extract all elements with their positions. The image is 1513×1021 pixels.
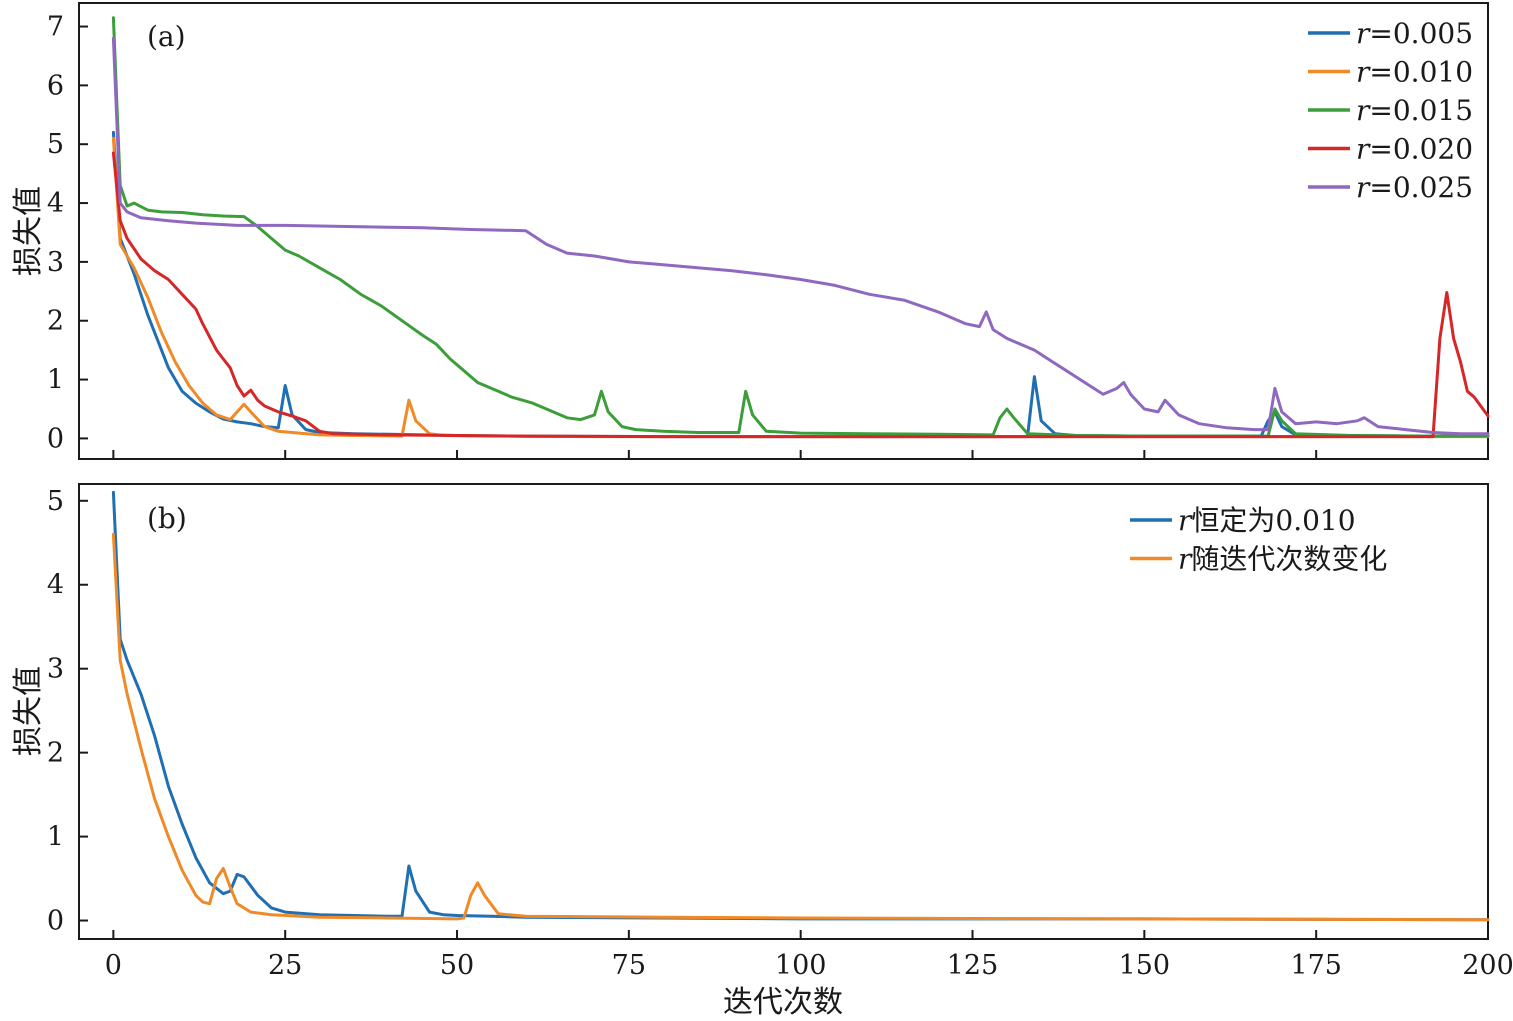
y-axis-title-b: 损失值 (11, 666, 46, 756)
plot-frame-a (78, 2, 1489, 460)
x-axis-title: 迭代次数 (723, 985, 843, 1020)
panel-label-a: (a) (147, 20, 186, 53)
x-tick-label-4: 100 (775, 950, 827, 981)
series-layer-b (111, 490, 1490, 922)
y-tick-label-b-2: 2 (47, 738, 64, 769)
y-tick-label-a-6: 6 (47, 70, 64, 101)
legend-label-rest: 恒定为0.010 (1191, 504, 1355, 537)
legend-label-italic: r (1356, 17, 1371, 50)
series-line-a-1 (111, 136, 1490, 439)
legend-entry-a-3: r=0.020 (1308, 133, 1473, 166)
x-tick-label-2: 50 (440, 950, 474, 981)
x-tick-label-7: 175 (1290, 950, 1342, 981)
plot-frame-b (78, 483, 1489, 940)
legend-label-a-3: r=0.020 (1356, 133, 1473, 166)
legend-entry-a-1: r=0.010 (1308, 56, 1473, 89)
y-tick-label-a-3: 3 (47, 247, 64, 278)
x-tick-label-6: 150 (1119, 950, 1171, 981)
y-tick-label-a-5: 5 (47, 129, 64, 160)
x-tick-label-1: 25 (268, 950, 302, 981)
series-line-a-0 (111, 130, 1490, 439)
legend-label-italic: r (1178, 504, 1193, 537)
legend-label-rest: 随迭代次数变化 (1191, 543, 1387, 576)
legend-label-rest: =0.005 (1369, 17, 1473, 50)
y-tick-label-a-0: 0 (47, 423, 64, 454)
panel-label-b: (b) (147, 502, 187, 535)
x-tick-label-8: 200 (1462, 950, 1513, 981)
legend-label-b-0: r恒定为0.010 (1178, 504, 1356, 537)
legend-label-b-1: r随迭代次数变化 (1178, 543, 1387, 576)
y-tick-label-b-1: 1 (47, 822, 64, 853)
axis-ticks-b: 0 25 50 75 100 125 150 175 200 0 1 2 3 4 5 (47, 486, 1513, 981)
legend-label-rest: =0.015 (1369, 94, 1473, 127)
y-tick-label-b-3: 3 (47, 654, 64, 685)
legend-entry-b-1: r随迭代次数变化 (1130, 543, 1387, 576)
y-tick-label-a-7: 7 (47, 12, 64, 43)
legend-label-rest: =0.010 (1369, 56, 1473, 89)
legend-entry-b-0: r恒定为0.010 (1130, 504, 1356, 537)
y-tick-label-b-0: 0 (47, 906, 64, 937)
legend-entry-a-4: r=0.025 (1308, 171, 1473, 204)
legend-entry-a-0: r=0.005 (1308, 17, 1473, 50)
legend-label-italic: r (1356, 94, 1371, 127)
series-line-b-1 (111, 532, 1490, 922)
y-tick-label-b-4: 4 (47, 570, 64, 601)
y-axis-title-a: 损失值 (11, 186, 46, 276)
legend-label-a-1: r=0.010 (1356, 56, 1473, 89)
legend-label-italic: r (1356, 56, 1371, 89)
series-line-a-3 (111, 151, 1490, 439)
x-tick-label-0: 0 (105, 950, 122, 981)
legend-label-rest: =0.020 (1369, 133, 1473, 166)
legend-label-italic: r (1356, 133, 1371, 166)
series-layer-a (111, 16, 1490, 439)
y-tick-label-a-4: 4 (47, 188, 64, 219)
x-tick-label-3: 75 (612, 950, 646, 981)
axis-ticks-a: 0 1 2 3 4 5 6 7 (47, 12, 1489, 459)
legend-label-a-0: r=0.005 (1356, 17, 1473, 50)
y-tick-label-b-5: 5 (47, 486, 64, 517)
x-tick-label-5: 125 (947, 950, 999, 981)
legend-label-italic: r (1356, 171, 1371, 204)
y-tick-label-a-2: 2 (47, 306, 64, 337)
series-line-b-0 (111, 490, 1490, 922)
legend-label-rest: =0.025 (1369, 171, 1473, 204)
legend-label-italic: r (1178, 543, 1193, 576)
legend-label-a-4: r=0.025 (1356, 171, 1473, 204)
legend-entry-a-2: r=0.015 (1308, 94, 1473, 127)
y-tick-label-a-1: 1 (47, 365, 64, 396)
legend-label-a-2: r=0.015 (1356, 94, 1473, 127)
series-line-a-4 (111, 36, 1490, 436)
